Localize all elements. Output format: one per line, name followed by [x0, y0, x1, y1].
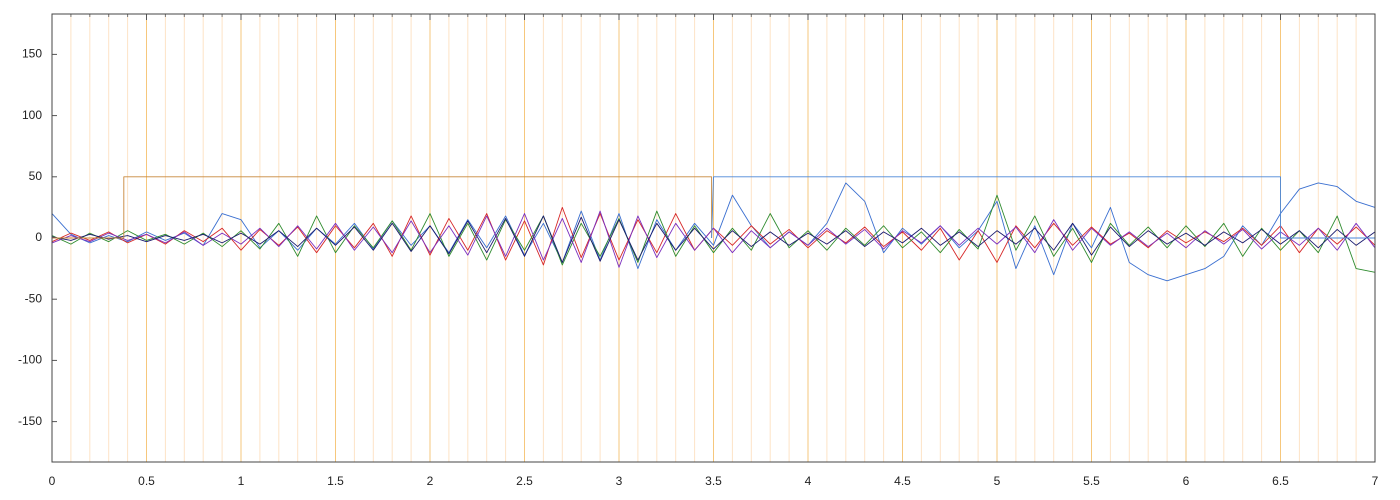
y-tick-label: -50 — [25, 291, 43, 305]
x-tick-label: 6 — [1183, 474, 1190, 488]
signal-line — [51, 182, 1376, 282]
x-tick-label: 4 — [805, 474, 812, 488]
y-tick-label: 0 — [35, 230, 42, 244]
x-tick-label: 2.5 — [516, 474, 533, 488]
x-tick-label: 3.5 — [705, 474, 722, 488]
x-tick-label: 6.5 — [1272, 474, 1289, 488]
y-tick-label: 50 — [29, 169, 43, 183]
y-tick-label: -100 — [18, 353, 42, 367]
signal-line — [51, 215, 1376, 263]
plot-frame — [51, 13, 1376, 463]
x-tick-label: 4.5 — [894, 474, 911, 488]
signal-line — [51, 194, 1376, 273]
x-tick-label: 0 — [49, 474, 56, 488]
x-tick-label: 2 — [427, 474, 434, 488]
y-tick-label: 100 — [22, 108, 42, 122]
x-tick-label: 7 — [1372, 474, 1379, 488]
x-tick-label: 0.5 — [138, 474, 155, 488]
y-tick-label: 150 — [22, 47, 42, 61]
x-tick-label: 5.5 — [1083, 474, 1100, 488]
x-tick-label: 1 — [238, 474, 245, 488]
signal-line — [51, 210, 1376, 268]
y-tick-label: -150 — [18, 414, 42, 428]
signal-line — [711, 176, 1375, 239]
x-tick-label: 5 — [994, 474, 1001, 488]
x-tick-label: 1.5 — [327, 474, 344, 488]
signal-line — [52, 176, 713, 239]
x-tick-label: 3 — [616, 474, 623, 488]
